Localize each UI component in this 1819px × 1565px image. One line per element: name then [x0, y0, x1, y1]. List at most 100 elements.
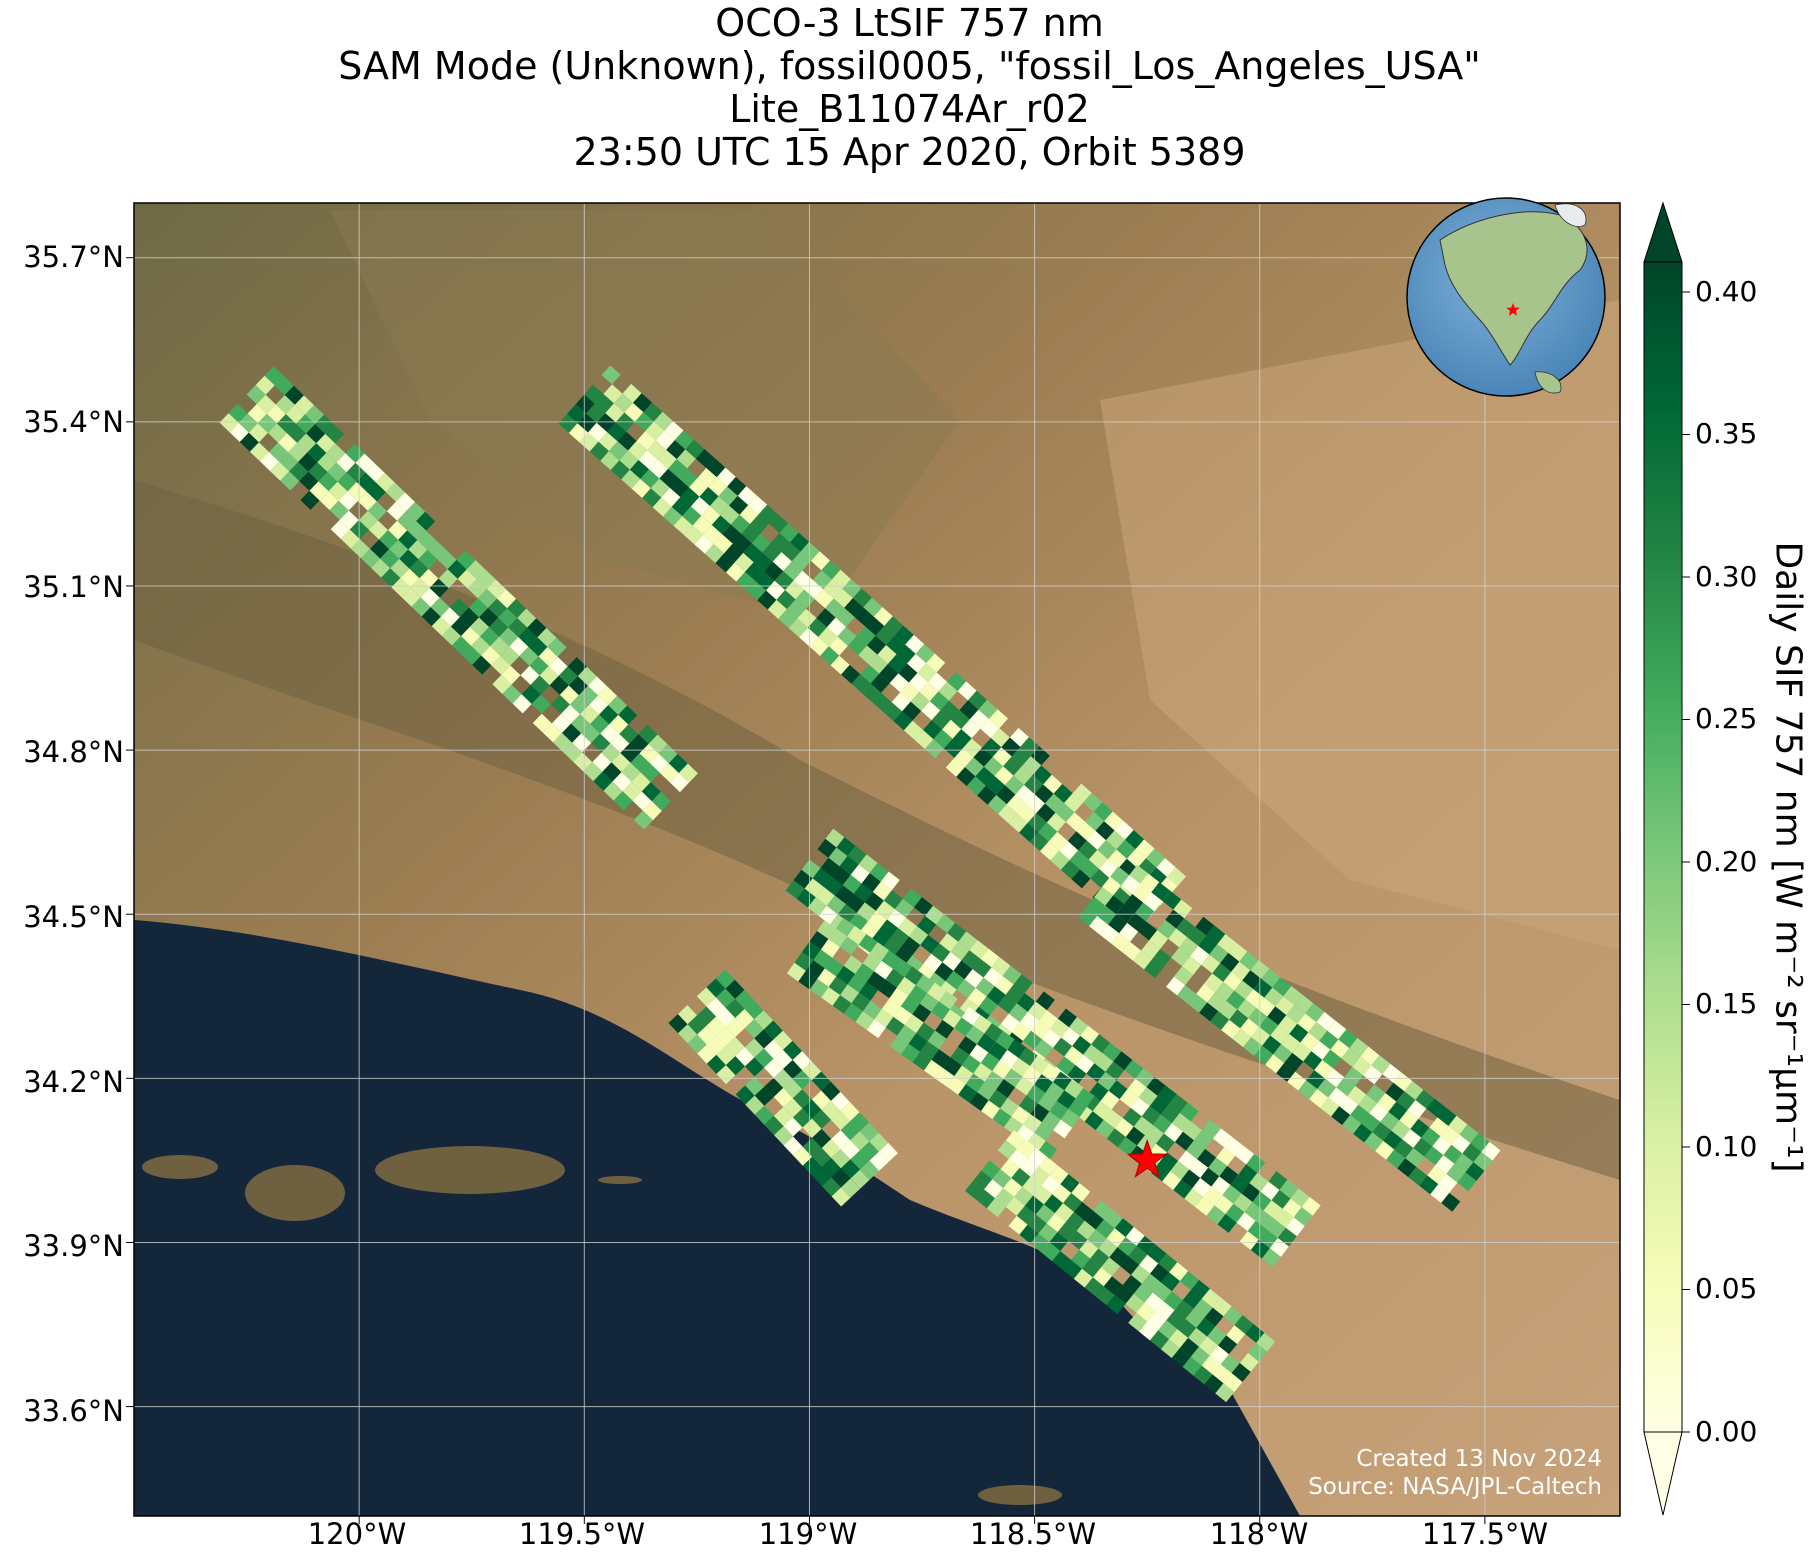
sif-pixel — [891, 692, 911, 712]
sif-pixel — [831, 569, 851, 589]
sif-pixel — [1133, 1283, 1153, 1303]
sif-pixel — [1268, 1171, 1288, 1191]
sif-pixel — [1166, 976, 1186, 996]
sif-pixel — [1067, 1065, 1087, 1084]
sif-pixel — [1041, 1063, 1061, 1083]
sif-pixel — [983, 967, 1003, 987]
sif-pixel — [1228, 942, 1248, 962]
sif-pixel — [350, 539, 371, 559]
sif-pixel — [1027, 1214, 1047, 1234]
sif-pixel — [1273, 1044, 1293, 1064]
sif-pixel — [1101, 1257, 1121, 1277]
sif-pixel — [812, 868, 832, 887]
sif-pixel — [346, 462, 366, 483]
sif-pixel — [406, 502, 426, 522]
sif-pixel — [809, 978, 829, 998]
sif-pixel — [612, 772, 632, 792]
sif-pixel — [844, 598, 864, 618]
sif-pixel — [1113, 1051, 1133, 1071]
sif-pixel — [1217, 1214, 1237, 1233]
sif-pixel — [1189, 1159, 1209, 1179]
sif-pixel — [1380, 1111, 1400, 1131]
sif-pixel — [588, 695, 609, 715]
sif-pixel — [642, 801, 662, 821]
sif-pixel — [1107, 849, 1127, 869]
sif-pixel — [1211, 1176, 1231, 1196]
sif-pixel — [1185, 1308, 1205, 1328]
sif-pixel — [871, 929, 891, 949]
sif-pixel — [1042, 1029, 1062, 1048]
sif-pixel — [1230, 1174, 1250, 1194]
sif-pixel — [420, 587, 440, 608]
sif-pixel — [490, 636, 510, 656]
sif-pixel — [508, 617, 528, 638]
sif-pixel — [1086, 830, 1106, 850]
sif-pixel — [997, 1140, 1017, 1160]
sif-pixel — [674, 430, 694, 450]
sif-pixel — [327, 462, 347, 482]
sif-pixel — [946, 1076, 966, 1095]
sif-pixel — [1034, 784, 1054, 804]
sif-pixel — [927, 672, 948, 692]
sif-pixel — [628, 440, 648, 460]
sif-pixel — [587, 676, 607, 696]
sif-pixel — [763, 1039, 783, 1059]
sif-pixel — [1462, 1143, 1482, 1163]
sif-pixel — [716, 1007, 736, 1027]
sif-pixel — [947, 672, 967, 692]
sif-pixel — [1080, 1025, 1100, 1045]
sif-pixel — [248, 423, 268, 443]
sif-pixel — [1218, 1000, 1238, 1020]
sif-pixel — [889, 987, 909, 1007]
sif-pixel — [1038, 1010, 1058, 1030]
sif-pixel — [264, 366, 284, 386]
sif-pixel — [509, 637, 529, 657]
sif-pixel — [608, 441, 629, 461]
sif-pixel — [754, 1105, 774, 1125]
sif-pixel — [688, 477, 709, 497]
sif-pixel — [820, 646, 840, 666]
sif-pixel — [744, 1000, 764, 1020]
sif-pixel — [840, 1102, 860, 1122]
sif-pixel — [1404, 1081, 1424, 1101]
sif-pixel — [920, 934, 940, 954]
sif-pixel — [893, 946, 913, 966]
sif-pixel — [1105, 1061, 1125, 1081]
sif-pixel — [1331, 1106, 1351, 1126]
sif-pixel — [598, 432, 618, 452]
sif-pixel — [809, 930, 829, 950]
sif-pixel — [1033, 1185, 1053, 1205]
sif-pixel — [539, 666, 559, 686]
sif-pixel — [703, 525, 723, 545]
sif-pixel — [375, 472, 395, 493]
sif-pixel — [931, 1001, 951, 1021]
sif-pixel — [885, 968, 905, 988]
sif-pixel — [590, 714, 610, 734]
sif-pixel — [980, 948, 1000, 968]
sif-pixel — [869, 1151, 889, 1171]
sif-pixel — [1372, 1122, 1392, 1141]
sif-pixel — [811, 1109, 832, 1129]
sif-pixel — [1260, 1181, 1280, 1201]
sif-pixel — [318, 472, 338, 492]
sif-pixel — [643, 402, 663, 422]
sif-pixel — [841, 664, 861, 684]
sif-pixel — [1279, 1179, 1299, 1199]
sif-pixel — [1084, 811, 1105, 831]
sif-pixel — [1038, 1156, 1058, 1176]
sif-pixel — [1006, 794, 1026, 814]
sif-pixel — [1394, 1139, 1414, 1159]
sif-pixel — [1248, 1007, 1268, 1027]
sif-pixel — [388, 520, 408, 540]
sif-pixel — [785, 580, 805, 600]
sif-pixel — [1234, 980, 1254, 1000]
sif-pixel — [1301, 1196, 1321, 1216]
sif-pixel — [862, 683, 882, 703]
sif-pixel — [758, 504, 778, 524]
sif-pixel — [818, 905, 838, 925]
sif-pixel — [1072, 783, 1092, 803]
sif-pixel — [563, 742, 583, 762]
sif-pixel — [1319, 1030, 1339, 1050]
sif-pixel — [542, 723, 563, 743]
